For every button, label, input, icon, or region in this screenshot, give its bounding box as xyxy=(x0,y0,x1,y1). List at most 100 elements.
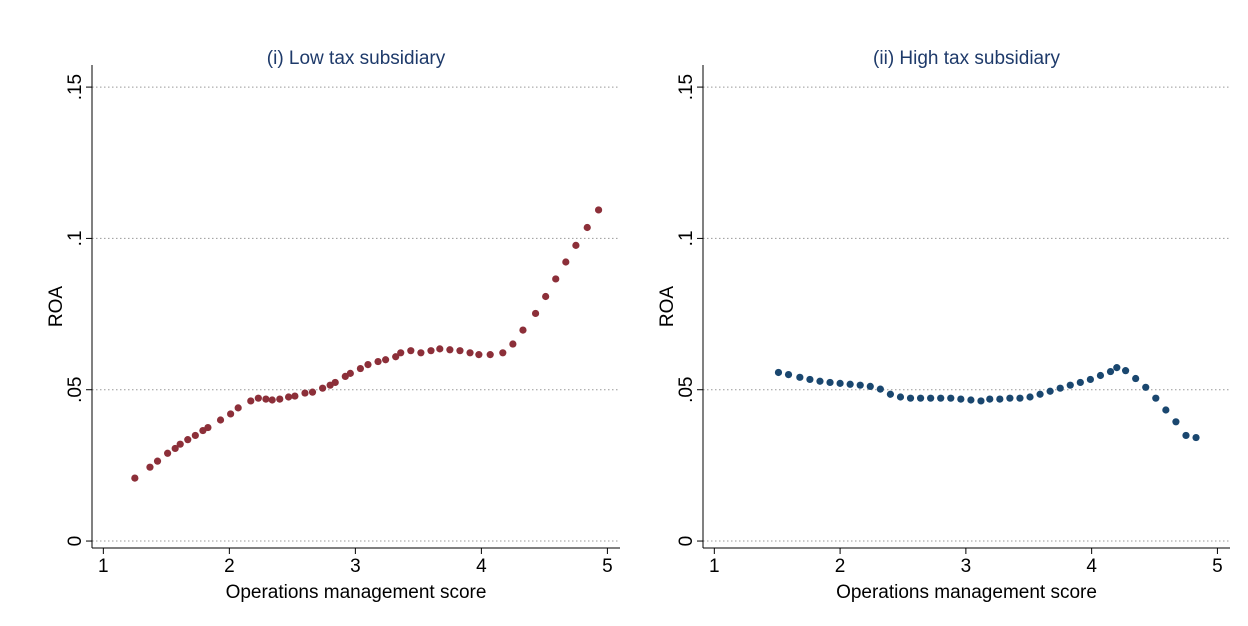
point xyxy=(301,389,309,397)
point xyxy=(509,340,517,348)
point xyxy=(308,388,317,396)
x-axis-label: Operations management score xyxy=(226,582,487,603)
y-axis-label: ROA xyxy=(46,286,67,328)
point xyxy=(146,463,154,471)
point xyxy=(204,423,212,432)
point xyxy=(937,394,945,402)
point xyxy=(284,393,293,401)
point xyxy=(1142,383,1150,391)
x-tick-label: 1 xyxy=(709,556,720,577)
point xyxy=(1106,367,1115,376)
point xyxy=(947,394,955,402)
point xyxy=(475,351,483,359)
x-axis-label: Operations management score xyxy=(836,582,1097,603)
point xyxy=(234,404,242,412)
point xyxy=(531,309,540,318)
x-tick-label: 4 xyxy=(1086,556,1097,577)
point xyxy=(1006,394,1014,402)
point xyxy=(1192,433,1200,442)
point xyxy=(1036,390,1044,398)
point xyxy=(967,396,975,404)
point xyxy=(427,347,435,355)
point xyxy=(896,393,905,401)
x-tick-label: 1 xyxy=(98,556,109,577)
point xyxy=(996,395,1004,403)
point xyxy=(164,449,172,457)
point xyxy=(254,394,262,402)
point xyxy=(131,474,139,482)
y-tick-label: .05 xyxy=(676,377,697,403)
point xyxy=(216,416,225,424)
point xyxy=(957,395,965,403)
panel-title: (ii) High tax subsidiary xyxy=(873,48,1060,69)
point xyxy=(806,375,814,384)
point xyxy=(519,326,527,334)
point xyxy=(456,347,464,355)
point xyxy=(191,431,199,440)
point xyxy=(153,457,162,465)
point xyxy=(796,373,804,381)
point xyxy=(784,370,793,379)
point xyxy=(542,292,550,301)
point xyxy=(1113,364,1121,372)
point xyxy=(927,394,935,402)
point xyxy=(552,275,560,283)
point xyxy=(886,390,895,398)
point xyxy=(774,368,783,377)
y-tick-label: .05 xyxy=(65,377,86,403)
point xyxy=(374,357,382,366)
point xyxy=(291,392,299,400)
point xyxy=(346,369,354,377)
point xyxy=(916,394,925,402)
point xyxy=(1096,371,1105,380)
point xyxy=(276,395,284,403)
point xyxy=(1132,374,1140,383)
point xyxy=(1076,378,1084,387)
point xyxy=(319,384,327,392)
point xyxy=(866,382,874,390)
point xyxy=(1122,367,1130,375)
x-tick-label: 3 xyxy=(350,556,361,577)
point xyxy=(572,241,580,249)
point xyxy=(1046,387,1054,395)
point xyxy=(268,396,276,404)
point xyxy=(486,351,494,359)
point xyxy=(1056,384,1064,392)
y-tick-label: 0 xyxy=(65,536,86,547)
point xyxy=(407,347,415,355)
point xyxy=(171,444,179,453)
point xyxy=(1026,393,1034,401)
point xyxy=(499,349,507,357)
y-tick-label: 0 xyxy=(676,536,697,547)
point xyxy=(397,349,405,357)
point xyxy=(176,440,184,448)
point xyxy=(856,381,864,389)
x-tick-label: 2 xyxy=(835,556,846,577)
point xyxy=(1016,394,1024,402)
x-tick-label: 3 xyxy=(961,556,972,577)
x-tick-label: 5 xyxy=(1212,556,1223,577)
point xyxy=(466,349,474,357)
point xyxy=(382,356,390,364)
point xyxy=(583,223,591,232)
y-tick-label: .15 xyxy=(676,74,697,100)
point xyxy=(1172,418,1180,426)
point xyxy=(562,258,570,266)
point xyxy=(436,345,444,353)
y-tick-label: .15 xyxy=(65,74,86,100)
point xyxy=(836,379,844,387)
point xyxy=(1182,431,1190,440)
panel-title: (i) Low tax subsidiary xyxy=(267,48,446,69)
point xyxy=(262,395,270,403)
y-tick-label: .1 xyxy=(676,230,697,246)
y-axis-label: ROA xyxy=(657,286,678,328)
point xyxy=(1152,394,1160,402)
x-tick-label: 5 xyxy=(602,556,613,577)
point xyxy=(826,378,834,387)
point xyxy=(876,385,884,393)
point xyxy=(227,410,235,418)
point xyxy=(392,353,400,361)
point xyxy=(356,364,365,373)
point xyxy=(446,346,454,354)
